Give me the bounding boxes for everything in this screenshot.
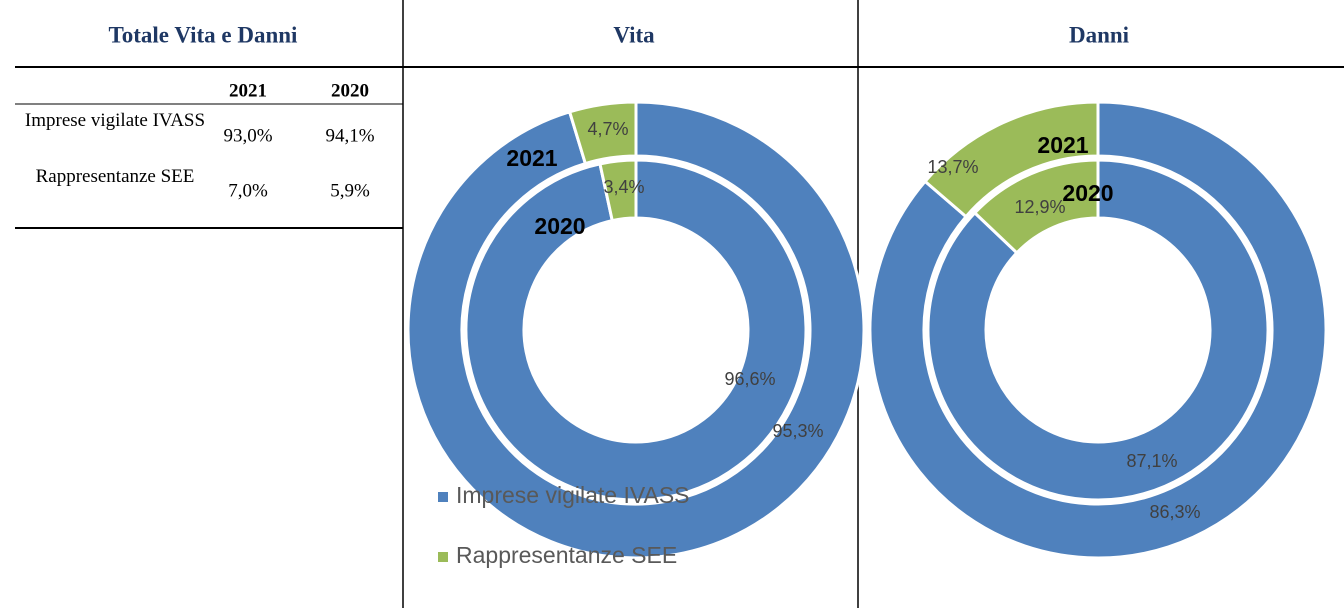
- row-label: Imprese vigilate IVASS: [24, 110, 206, 131]
- cell: 93,0%: [223, 125, 272, 146]
- col-header: 2021: [229, 80, 267, 101]
- legend-swatch: [438, 492, 448, 502]
- cell: 5,9%: [330, 180, 370, 201]
- donut-slice: [868, 100, 1328, 560]
- row-label-box: Rappresentanze SEE: [35, 166, 195, 187]
- donut-slice: [972, 158, 1100, 255]
- ring-label: 2021: [1037, 132, 1088, 158]
- donut-slice: [926, 158, 1270, 502]
- legend-label: Imprese vigilate IVASS: [456, 482, 690, 508]
- donut-slice: [406, 100, 866, 560]
- legend-label: Rappresentanze SEE: [456, 542, 677, 568]
- donut-slice: [598, 158, 638, 223]
- value-label: 12,9%: [1014, 197, 1065, 217]
- value-label: 13,7%: [927, 157, 978, 177]
- header: Danni: [1069, 22, 1130, 47]
- ring-label: 2020: [1062, 180, 1113, 206]
- row-label-box: Imprese vigilate IVASS: [24, 110, 206, 131]
- value-label: 87,1%: [1126, 451, 1177, 471]
- header: Totale Vita e Danni: [109, 22, 299, 47]
- donut-slice: [464, 158, 808, 502]
- value-label: 3,4%: [603, 177, 644, 197]
- cell: 7,0%: [228, 180, 268, 201]
- donut-slice: [922, 100, 1100, 219]
- ring-label: 2020: [534, 213, 585, 239]
- cell: 94,1%: [325, 125, 374, 146]
- value-label: 96,6%: [724, 369, 775, 389]
- donut-slice: [567, 100, 638, 166]
- ring-label: 2021: [506, 145, 557, 171]
- col-header: 2020: [331, 80, 369, 101]
- value-label: 95,3%: [772, 421, 823, 441]
- value-label: 4,7%: [587, 119, 628, 139]
- value-label: 86,3%: [1149, 502, 1200, 522]
- legend-swatch: [438, 552, 448, 562]
- header: Vita: [613, 22, 655, 47]
- row-label: Rappresentanze SEE: [35, 166, 195, 187]
